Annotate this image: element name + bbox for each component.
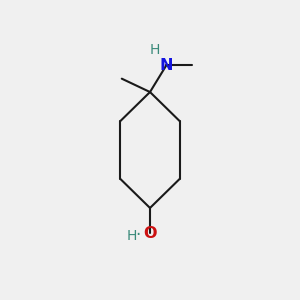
- Text: O: O: [143, 226, 157, 241]
- Text: N: N: [160, 58, 173, 73]
- Text: ·: ·: [136, 226, 141, 244]
- Text: H: H: [126, 229, 137, 243]
- Text: H: H: [150, 43, 160, 57]
